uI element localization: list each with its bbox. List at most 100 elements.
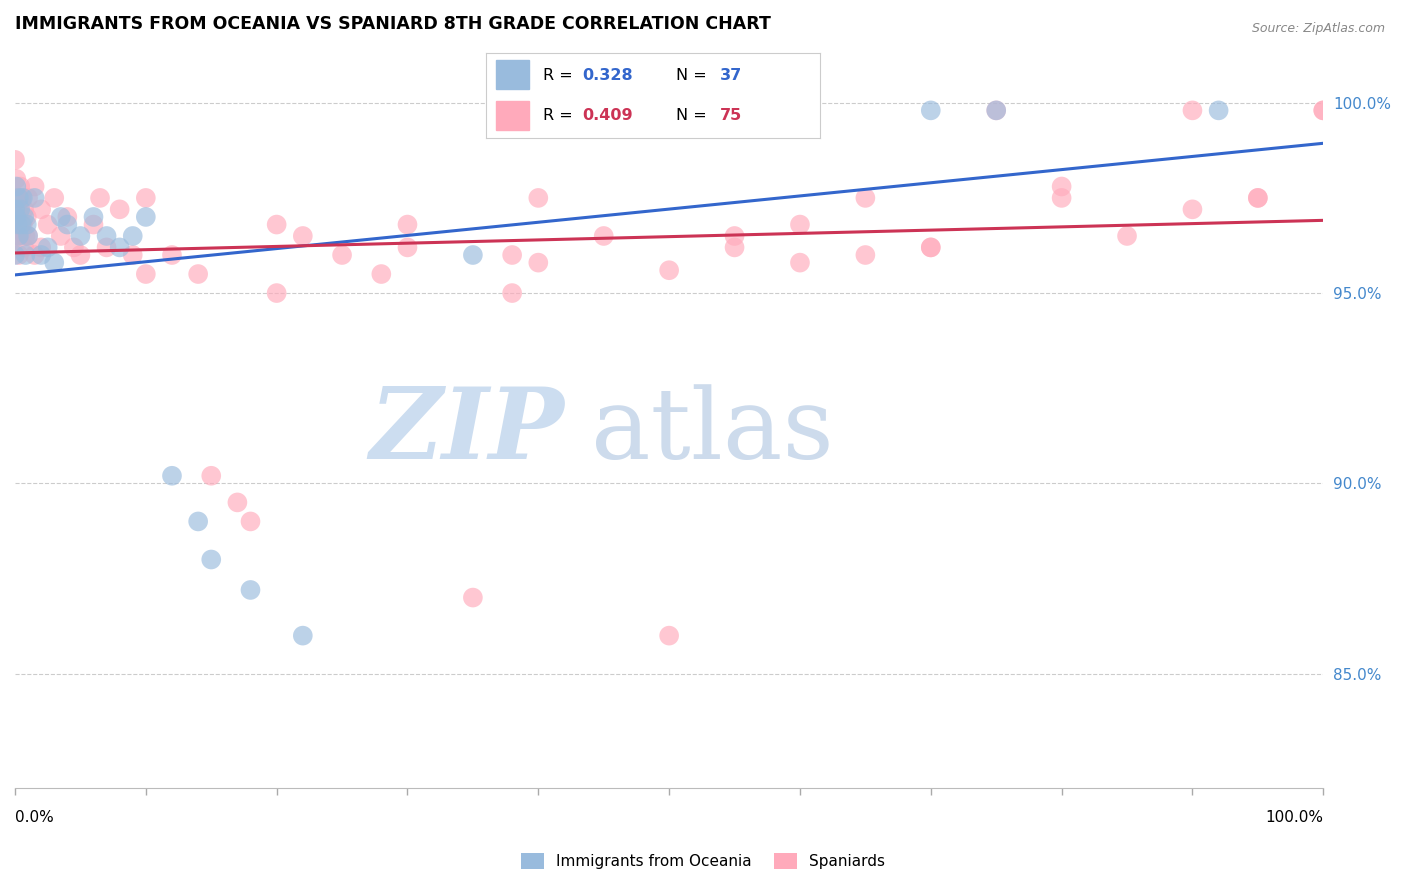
Point [44,191,66,205]
Text: atlas: atlas [591,384,834,480]
Text: 0.0%: 0.0% [15,810,53,825]
Point [501,248,523,262]
Point [6,179,28,194]
Point [187,515,209,529]
Point [789,103,811,118]
Point [69,229,91,244]
Text: IMMIGRANTS FROM OCEANIA VS SPANIARD 8TH GRADE CORRELATION CHART: IMMIGRANTS FROM OCEANIA VS SPANIARD 8TH … [15,15,770,33]
Point [1181,103,1204,118]
Point [135,210,157,224]
Point [723,229,745,244]
Point [226,495,249,509]
Point [1208,103,1230,118]
Point [4,202,27,217]
Point [108,240,131,254]
Point [56,210,79,224]
Point [1050,191,1073,205]
Point [501,286,523,301]
Point [8,179,31,194]
Point [108,202,131,217]
Point [239,582,262,597]
Point [7,202,30,217]
Point [17,191,39,205]
Point [658,263,681,277]
Point [1247,191,1270,205]
Point [15,218,38,232]
Point [13,210,35,224]
Point [121,229,143,244]
Point [11,218,34,232]
Point [7,218,30,232]
Point [200,552,222,566]
Point [7,229,30,244]
Point [330,248,353,262]
Point [63,240,86,254]
Point [4,153,27,167]
Point [6,210,28,224]
Point [96,229,118,244]
Point [160,468,183,483]
Point [461,248,484,262]
Point [14,248,37,262]
Point [592,229,614,244]
Point [986,103,1008,118]
Point [920,240,942,254]
Point [8,202,31,217]
Point [396,218,419,232]
Point [13,202,35,217]
Point [13,240,35,254]
Point [986,103,1008,118]
Point [1247,191,1270,205]
Point [187,267,209,281]
Point [789,255,811,269]
Point [4,191,27,205]
Point [7,229,30,244]
Point [24,179,46,194]
Point [1312,103,1334,118]
Point [396,240,419,254]
Point [527,191,550,205]
Point [1116,229,1139,244]
Point [37,240,59,254]
Point [4,248,27,262]
Point [239,515,262,529]
Point [200,468,222,483]
Text: ZIP: ZIP [370,384,564,480]
Point [15,210,38,224]
Point [370,267,392,281]
Point [24,191,46,205]
Point [30,202,52,217]
Point [4,229,27,244]
Point [56,218,79,232]
Point [723,240,745,254]
Point [24,248,46,262]
Point [17,229,39,244]
Point [1181,202,1204,217]
Point [291,629,314,643]
Point [10,218,32,232]
Point [7,191,30,205]
Point [14,229,37,244]
Point [789,218,811,232]
Point [17,229,39,244]
Point [96,240,118,254]
Point [135,191,157,205]
Point [49,210,72,224]
Point [658,629,681,643]
Point [6,172,28,186]
Text: Source: ZipAtlas.com: Source: ZipAtlas.com [1251,22,1385,36]
Point [11,191,34,205]
Point [69,248,91,262]
Point [82,210,104,224]
Point [920,240,942,254]
Point [6,210,28,224]
Point [30,240,52,254]
Point [1050,179,1073,194]
Point [266,286,288,301]
Point [527,255,550,269]
Point [266,218,288,232]
Point [160,248,183,262]
Point [82,218,104,232]
Point [121,248,143,262]
Point [658,103,681,118]
